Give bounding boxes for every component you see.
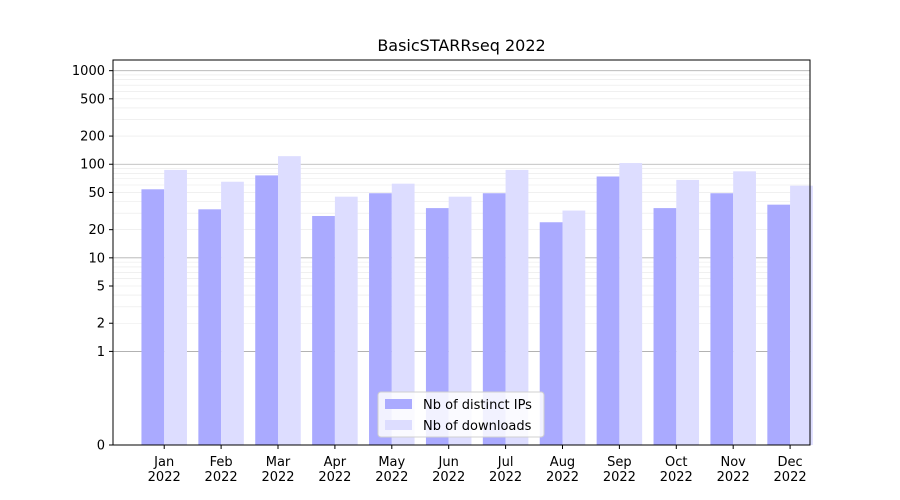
legend-label: Nb of downloads (423, 419, 532, 434)
bar (221, 181, 244, 446)
y-tick-label: 5 (97, 280, 105, 295)
x-tick-label: 2022 (660, 470, 693, 485)
x-axis: Jan2022Feb2022Mar2022Apr2022May2022Jun20… (148, 445, 807, 485)
x-tick-label: Dec (778, 455, 803, 470)
y-axis: 0 1 2 5 10 20 50 100 200 500 1000 (72, 64, 113, 454)
bar (653, 208, 677, 445)
bar (562, 210, 586, 445)
bar (164, 169, 187, 445)
bar (710, 193, 734, 445)
bar (790, 185, 813, 446)
bar (391, 183, 415, 445)
bar (733, 171, 756, 445)
bar (596, 176, 620, 446)
legend-swatch (385, 399, 412, 409)
legend: Nb of distinct IPs Nb of downloads (377, 391, 545, 438)
bar (448, 196, 472, 445)
bar (482, 193, 506, 445)
x-tick-label: May (378, 455, 405, 470)
plot-frame (112, 59, 811, 446)
bar (141, 189, 165, 445)
x-tick-label: Jul (497, 455, 514, 470)
y-tick-label: 200 (80, 130, 105, 145)
x-tick-label: Aug (550, 455, 575, 470)
bar (505, 169, 529, 445)
x-tick-label: Sep (607, 455, 632, 470)
x-tick-label: 2022 (489, 470, 522, 485)
x-tick-label: Mar (266, 455, 291, 470)
legend-label: Nb of distinct IPs (423, 398, 532, 413)
y-tick-label: 10 (88, 251, 105, 266)
y-tick-label: 2 (97, 317, 105, 332)
x-tick-label: 2022 (603, 470, 636, 485)
y-tick-label: 0 (97, 439, 105, 454)
y-tick-label: 500 (80, 92, 105, 107)
bar (539, 222, 563, 445)
x-tick-label: 2022 (774, 470, 807, 485)
x-tick-label: 2022 (148, 470, 181, 485)
x-tick-label: Jan (153, 455, 174, 470)
x-tick-label: Apr (324, 455, 347, 470)
y-tick-label: 100 (80, 158, 105, 173)
y-tick-label: 20 (88, 223, 105, 238)
x-tick-label: 2022 (375, 470, 408, 485)
legend-swatch (385, 420, 412, 430)
x-tick-label: 2022 (717, 470, 750, 485)
y-tick-label: 1000 (72, 64, 105, 79)
bar (198, 209, 222, 445)
bar (767, 204, 791, 445)
x-tick-label: 2022 (205, 470, 238, 485)
x-tick-label: 2022 (318, 470, 351, 485)
chart-title: BasicSTARRseq 2022 (377, 36, 545, 55)
bars (141, 156, 813, 446)
x-tick-label: Oct (665, 455, 687, 470)
bar (334, 196, 358, 445)
y-tick-label: 50 (88, 186, 105, 201)
x-tick-label: Jun (438, 455, 459, 470)
bar (278, 156, 301, 445)
x-tick-label: 2022 (432, 470, 465, 485)
x-tick-label: Feb (210, 455, 233, 470)
legend-box (377, 391, 545, 438)
bar (255, 175, 279, 445)
bar (312, 215, 335, 445)
x-tick-label: 2022 (546, 470, 579, 485)
bar (425, 208, 449, 445)
x-tick-label: Nov (721, 455, 747, 470)
y-tick-label: 1 (97, 345, 105, 360)
bar (676, 179, 700, 445)
bar (619, 163, 643, 445)
x-tick-label: 2022 (261, 470, 294, 485)
bar (369, 193, 392, 445)
